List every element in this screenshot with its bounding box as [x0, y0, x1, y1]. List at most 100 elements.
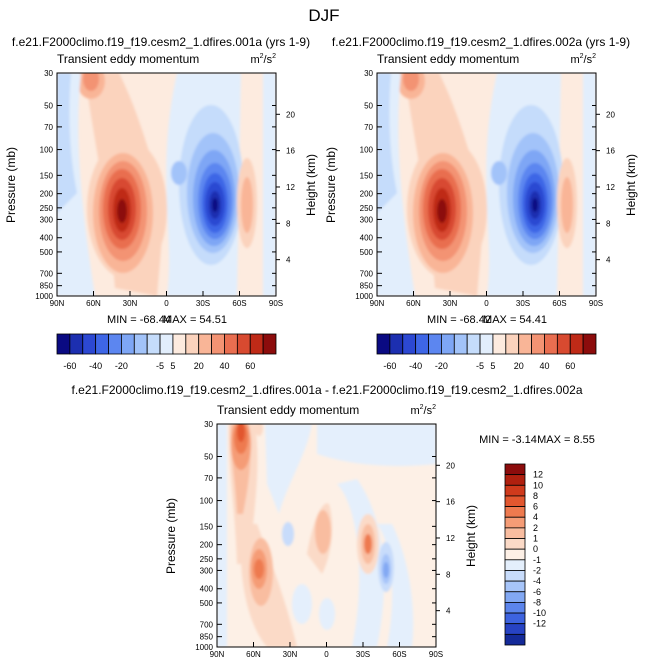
height-tick-label: 8 [446, 570, 451, 579]
height-tick-label: 8 [606, 219, 611, 228]
colorbar-swatch [582, 333, 597, 355]
colorbar-swatch [504, 559, 526, 571]
x-tick-label: 30S [196, 299, 210, 308]
axis-ticks: 305070100150200250300400500700850100090N… [195, 420, 455, 659]
height-tick-label: 8 [286, 219, 291, 228]
colorbar-swatch [249, 333, 264, 355]
colorbar-label: 4 [533, 512, 538, 522]
y-tick-label: 250 [200, 555, 214, 564]
y-tick-label: 30 [44, 69, 53, 78]
y-tick-label: 850 [40, 282, 54, 291]
colorbar-swatch [172, 333, 187, 355]
x-tick-label: 60S [392, 650, 406, 659]
colorbar-label: -10 [533, 608, 546, 618]
colorbar-swatch [504, 633, 526, 646]
y-tick-label: 50 [44, 101, 53, 110]
x-tick-label: 60S [552, 299, 566, 308]
height-tick-label: 12 [606, 183, 615, 192]
y-tick-label: 100 [40, 146, 54, 155]
colorbar-swatch [504, 516, 526, 529]
colorbar-label: 60 [565, 361, 575, 371]
y-tick-label: 30 [204, 420, 213, 429]
colorbar-swatch [504, 484, 526, 497]
colorbar-label: -60 [383, 361, 396, 371]
colorbar-swatch [146, 333, 161, 355]
x-tick-label: 30N [123, 299, 138, 308]
colorbar-001a: -60 -40 -20 -5 5 20 40 60 [56, 333, 277, 371]
panel-left-string: Transient eddy momentum [57, 52, 199, 66]
colorbar-label: -6 [533, 587, 541, 597]
colorbar-swatch [504, 506, 526, 518]
y-axis-right-label: Height (km) [304, 154, 318, 216]
colorbar-label: -2 [533, 565, 541, 575]
colorbar-swatch [504, 591, 526, 603]
colorbar-swatch [133, 333, 148, 355]
colorbar-label: 60 [245, 361, 255, 371]
axis-ticks: 305070100150200250300400500700850100090N… [35, 69, 295, 308]
colorbar-swatch [504, 570, 526, 582]
y-tick-label: 200 [40, 190, 54, 199]
colorbar-label: -4 [533, 576, 541, 586]
y-tick-label: 250 [40, 204, 54, 213]
contour-field [57, 73, 276, 296]
colorbar-swatch [504, 527, 526, 539]
min-label: MIN = -68.44 [107, 314, 171, 326]
colorbar-label: -5 [156, 361, 164, 371]
axis-ticks: 305070100150200250300400500700850100090N… [355, 69, 615, 308]
height-tick-label: 16 [446, 498, 455, 507]
x-tick-label: 0 [164, 299, 169, 308]
colorbar-label: -40 [89, 361, 102, 371]
colorbar-swatch [544, 333, 558, 355]
colorbar-swatch [108, 333, 122, 355]
height-tick-label: 20 [606, 110, 615, 119]
colorbar-swatch [504, 602, 526, 614]
colorbar-swatch [262, 333, 277, 355]
x-tick-label: 30N [443, 299, 458, 308]
colorbar-swatch [504, 612, 526, 625]
colorbar-label: 1 [533, 534, 538, 544]
y-tick-label: 400 [200, 585, 214, 594]
colorbar-swatch [441, 333, 455, 355]
x-tick-label: 90N [210, 650, 225, 659]
y-axis-right-label: Height (km) [624, 154, 638, 216]
y-tick-label: 700 [360, 269, 374, 278]
colorbar-label: 12 [533, 470, 543, 480]
y-tick-label: 30 [364, 69, 373, 78]
y-tick-label: 500 [40, 248, 54, 257]
colorbar-label: 10 [533, 480, 543, 490]
y-tick-label: 300 [360, 215, 374, 224]
colorbar-swatch [415, 333, 429, 355]
colorbar-swatch [504, 623, 526, 635]
x-tick-label: 90S [429, 650, 443, 659]
x-tick-label: 30N [283, 650, 298, 659]
panel-title: f.e21.F2000climo.f19_f19.cesm2_1.dfires.… [12, 35, 310, 49]
colorbar-label: 5 [490, 361, 495, 371]
colorbar-label: -20 [115, 361, 128, 371]
panel-difference: f.e21.F2000climo.f19_f19.cesm2_1.dfires.… [72, 383, 583, 659]
colorbar-swatch [402, 333, 417, 355]
y-tick-label: 500 [360, 248, 374, 257]
height-tick-label: 4 [286, 256, 291, 265]
colorbar-swatch [466, 333, 481, 355]
x-tick-label: 60S [232, 299, 246, 308]
colorbar-swatch [453, 333, 468, 355]
y-axis-right-label: Height (km) [464, 505, 478, 567]
height-tick-label: 16 [286, 147, 295, 156]
plot-area [217, 424, 436, 647]
y-tick-label: 150 [360, 171, 374, 180]
y-tick-label: 700 [200, 620, 214, 629]
colorbar-label: -60 [63, 361, 76, 371]
x-tick-label: 60N [86, 299, 101, 308]
figure-title: DJF [308, 6, 339, 25]
y-tick-label: 70 [204, 474, 213, 483]
colorbar-swatch [518, 333, 532, 355]
height-tick-label: 4 [446, 607, 451, 616]
y-tick-label: 850 [360, 282, 374, 291]
colorbar-swatch [376, 333, 391, 355]
y-tick-label: 100 [360, 146, 374, 155]
colorbar-swatch [428, 333, 442, 355]
colorbar-label: 40 [539, 361, 549, 371]
panel-left-string: Transient eddy momentum [217, 403, 359, 417]
